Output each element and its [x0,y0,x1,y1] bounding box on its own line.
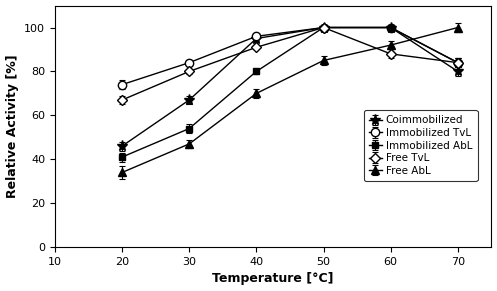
X-axis label: Temperature [°C]: Temperature [°C] [212,272,334,285]
Y-axis label: Relative Activity [%]: Relative Activity [%] [5,54,18,198]
Legend: Coimmobilized, Immobilized TvL, Immobilized AbL, Free TvL, Free AbL: Coimmobilized, Immobilized TvL, Immobili… [364,110,478,181]
